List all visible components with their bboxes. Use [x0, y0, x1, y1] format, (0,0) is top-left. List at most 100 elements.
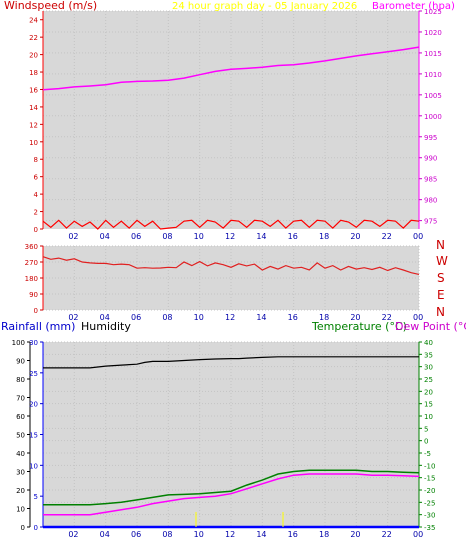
- windspeed-axis-title: Windspeed (m/s): [4, 0, 97, 12]
- windspeed-tick-label: 12: [29, 121, 38, 129]
- x-tick-label: 06: [131, 232, 141, 241]
- barometer-tick-label: 1005: [424, 92, 442, 100]
- x-tick-label: 20: [350, 232, 360, 241]
- x-tick-label: 18: [319, 530, 329, 539]
- x-tick-label: 14: [256, 313, 266, 322]
- compass-letter-n-top: N: [436, 238, 445, 252]
- temperature-tick-label: 5: [424, 425, 428, 433]
- temperature-axis-title: Temperature (°C): [311, 320, 407, 333]
- temperature-axis-ticks: -35 -30 -25 -20 -15 -10 -5 0 5 10 15 20 25 30 35 40: [419, 339, 435, 532]
- rainfall-tick-label: 15: [29, 432, 38, 440]
- x-tick-label: 10: [194, 232, 204, 241]
- humidity-tick-label: 30: [16, 469, 25, 477]
- x-tick-label: 22: [382, 530, 392, 539]
- x-tick-label: 22: [382, 232, 392, 241]
- x-tick-label: 12: [225, 232, 235, 241]
- rainfall-tick-label: 25: [29, 370, 38, 378]
- top-x-axis-ticks: 02 04 06 08 10 12 14 16 18 20 22 00: [68, 232, 423, 241]
- temperature-tick-label: 10: [424, 413, 433, 421]
- rainfall-tick-label: 5: [34, 493, 38, 501]
- x-tick-label: 02: [68, 232, 78, 241]
- windspeed-tick-label: 2: [34, 209, 38, 217]
- humidity-tick-label: 40: [16, 450, 25, 458]
- rainfall-tick-label: 30: [29, 339, 38, 347]
- x-tick-label: 22: [382, 313, 392, 322]
- direction-x-axis-ticks: 02 04 06 08 10 12 14 16 18 20 22 00: [68, 313, 423, 322]
- x-tick-label: 08: [162, 313, 172, 322]
- direction-tick-label: 360: [25, 243, 38, 251]
- temperature-tick-label: -20: [424, 487, 435, 495]
- rainfall-tick-label: 0: [34, 524, 38, 532]
- windspeed-tick-label: 24: [29, 17, 38, 25]
- bottom-x-axis-ticks: 02 04 06 08 10 12 14 16 18 20 22 00: [68, 530, 423, 539]
- temperature-tick-label: 40: [424, 339, 433, 347]
- humidity-tick-label: 90: [16, 358, 25, 366]
- barometer-series-line: [42, 46, 420, 91]
- x-tick-label: 20: [350, 313, 360, 322]
- graph-title: 24 hour graph day - 05 January 2026: [172, 1, 357, 12]
- x-tick-label: 12: [225, 530, 235, 539]
- humidity-tick-label: 20: [16, 487, 25, 495]
- direction-tick-label: 90: [29, 291, 38, 299]
- direction-axis-ticks: 0 90 180 270 360: [25, 243, 43, 315]
- x-tick-label: 04: [100, 313, 110, 322]
- humidity-tick-label: 50: [16, 432, 25, 440]
- x-tick-label: 12: [225, 313, 235, 322]
- barometer-tick-label: 1015: [424, 50, 442, 58]
- windspeed-tick-label: 18: [29, 69, 38, 77]
- humidity-axis-title: Humidity: [81, 320, 131, 333]
- x-tick-label: 14: [256, 530, 266, 539]
- barometer-tick-label: 1025: [424, 8, 442, 16]
- x-tick-label: 02: [68, 530, 78, 539]
- x-tick-label: 06: [131, 313, 141, 322]
- temperature-tick-label: -10: [424, 462, 435, 470]
- barometer-axis-ticks: 975 980 985 990 995 1000 1005 1010 1015 1020 1025: [419, 8, 442, 226]
- barometer-tick-label: 975: [424, 218, 437, 226]
- humidity-tick-label: 70: [16, 395, 25, 403]
- humidity-tick-label: 100: [12, 339, 25, 347]
- dewpoint-series-line: [43, 473, 420, 516]
- windspeed-tick-label: 4: [34, 191, 39, 199]
- barometer-tick-label: 980: [424, 197, 437, 205]
- x-tick-label: 00: [413, 232, 423, 241]
- humidity-axis-ticks: 0 10 20 30 40 50 60 70 80 90 100: [12, 339, 30, 532]
- direction-plot-area: [43, 246, 419, 310]
- temperature-tick-label: 15: [424, 401, 433, 409]
- compass-letter-n-bottom: N: [436, 305, 445, 319]
- direction-tick-label: 180: [25, 275, 38, 283]
- temperature-series-line: [43, 469, 420, 506]
- rainfall-tick-label: 10: [29, 462, 38, 470]
- humidity-tick-label: 10: [16, 506, 25, 514]
- rainfall-axis-title: Rainfall (mm): [1, 320, 75, 333]
- compass-letter-s: S: [437, 271, 445, 285]
- x-tick-label: 04: [100, 530, 110, 539]
- barometer-tick-label: 990: [424, 155, 437, 163]
- x-tick-label: 02: [68, 313, 78, 322]
- temperature-tick-label: 0: [424, 438, 428, 446]
- top-plot-area: [43, 11, 419, 229]
- temperature-tick-label: -30: [424, 512, 435, 520]
- x-tick-label: 18: [319, 232, 329, 241]
- windspeed-series-line: [42, 219, 420, 230]
- temperature-tick-label: 35: [424, 351, 433, 359]
- humidity-tick-label: 80: [16, 376, 25, 384]
- temperature-tick-label: 30: [424, 364, 433, 372]
- rainfall-axis-ticks: 0 5 10 15 20 25 30: [29, 339, 43, 532]
- rainfall-tick-label: 20: [29, 401, 38, 409]
- x-tick-label: 00: [413, 313, 423, 322]
- x-tick-label: 10: [194, 530, 204, 539]
- temperature-tick-label: -5: [424, 450, 431, 458]
- x-tick-label: 10: [194, 313, 204, 322]
- barometer-tick-label: 1010: [424, 71, 442, 79]
- compass-letter-w: W: [436, 254, 448, 268]
- dewpoint-axis-title: Dew Point (°C): [395, 320, 466, 333]
- windspeed-tick-label: 16: [29, 86, 38, 94]
- top-gridlines: [43, 10, 420, 229]
- temperature-tick-label: 25: [424, 376, 433, 384]
- x-tick-label: 16: [288, 530, 298, 539]
- barometer-tick-label: 985: [424, 176, 437, 184]
- x-tick-label: 16: [288, 313, 298, 322]
- windspeed-tick-label: 6: [34, 174, 39, 182]
